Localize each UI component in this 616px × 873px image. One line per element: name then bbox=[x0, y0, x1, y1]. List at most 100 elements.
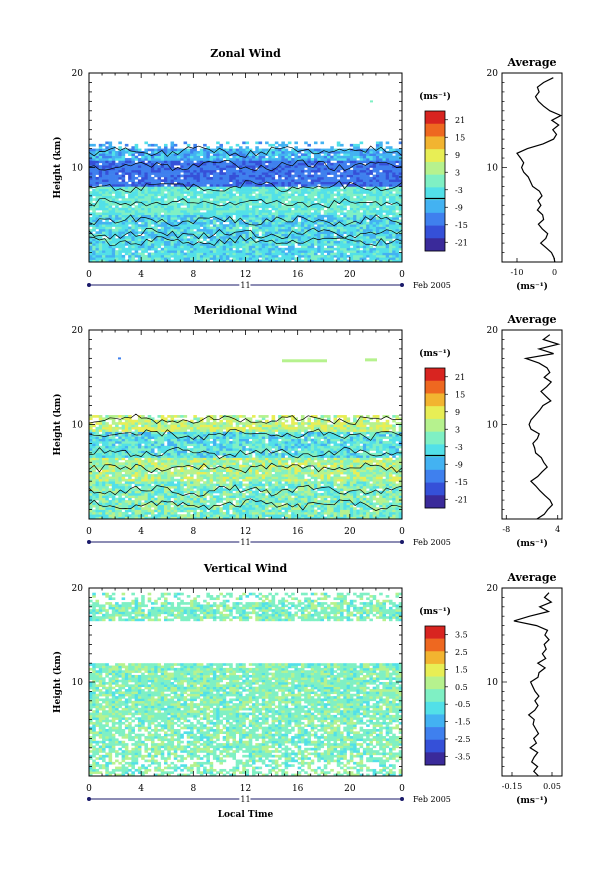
heatmap-cell bbox=[330, 217, 334, 220]
heatmap-cell bbox=[366, 210, 370, 213]
heatmap-cell bbox=[353, 217, 357, 220]
heatmap-cell bbox=[297, 200, 302, 204]
heatmap-cell bbox=[379, 214, 383, 218]
heatmap-cell bbox=[382, 169, 386, 173]
heatmap-cell bbox=[340, 240, 344, 244]
heatmap-cell bbox=[323, 509, 328, 513]
heatmap-cell bbox=[340, 224, 344, 227]
heatmap-cell bbox=[392, 184, 396, 187]
heatmap-cell bbox=[144, 205, 148, 208]
heatmap-cell bbox=[199, 228, 204, 232]
heatmap-cell bbox=[196, 186, 201, 190]
heatmap-cell bbox=[291, 181, 295, 185]
heatmap-cell bbox=[173, 174, 178, 178]
heatmap-cell bbox=[375, 165, 380, 168]
heatmap-cell bbox=[141, 507, 145, 510]
heatmap-cell bbox=[274, 198, 279, 201]
heatmap-cell bbox=[330, 259, 334, 263]
heatmap-cell bbox=[330, 245, 334, 249]
heatmap-cell bbox=[287, 162, 292, 166]
heatmap-cell bbox=[173, 160, 178, 164]
heatmap-cell bbox=[180, 184, 184, 187]
heatmap-cell bbox=[186, 228, 191, 232]
heatmap-cell bbox=[118, 238, 122, 242]
heatmap-cell bbox=[206, 162, 210, 166]
heatmap-cell bbox=[353, 231, 357, 234]
heatmap-cell bbox=[369, 181, 373, 185]
heatmap-cell bbox=[128, 169, 132, 173]
heatmap-cell bbox=[343, 240, 347, 244]
heatmap-cell bbox=[336, 179, 341, 182]
heatmap-cell bbox=[353, 188, 357, 192]
heatmap-cell bbox=[268, 179, 272, 182]
heatmap-cell bbox=[261, 233, 266, 237]
heatmap-cell bbox=[265, 207, 269, 211]
heatmap-cell bbox=[89, 155, 93, 159]
heatmap-cell bbox=[271, 252, 276, 256]
heatmap-cell bbox=[349, 236, 354, 239]
heatmap-cell bbox=[95, 247, 100, 251]
heatmap-cell bbox=[118, 231, 122, 234]
heatmap-cell bbox=[128, 257, 132, 260]
heatmap-cell bbox=[232, 219, 237, 223]
heatmap-cell bbox=[186, 247, 191, 251]
heatmap-cell bbox=[287, 252, 292, 256]
heatmap-cell bbox=[242, 207, 246, 211]
heatmap-cell bbox=[118, 514, 122, 517]
heatmap-cell bbox=[173, 250, 178, 253]
heatmap-cell bbox=[265, 259, 269, 263]
heatmap-cell bbox=[261, 167, 266, 171]
heatmap-cell bbox=[235, 198, 240, 201]
heatmap-cell bbox=[216, 205, 220, 208]
heatmap-cell bbox=[395, 224, 400, 227]
heatmap-cell bbox=[190, 259, 194, 263]
heatmap-cell bbox=[124, 165, 129, 168]
heatmap-cell bbox=[320, 167, 325, 171]
heatmap-cell bbox=[327, 176, 331, 180]
heatmap-cell bbox=[294, 207, 298, 211]
heatmap-cell bbox=[313, 181, 318, 185]
heatmap-cell bbox=[372, 240, 377, 244]
heatmap-cell bbox=[261, 214, 266, 218]
heatmap-cell bbox=[206, 205, 210, 208]
heatmap-cell bbox=[206, 179, 210, 182]
heatmap-cell bbox=[144, 228, 148, 232]
heatmap-cell bbox=[190, 226, 194, 230]
heatmap-cell bbox=[131, 233, 135, 237]
heatmap-cell bbox=[323, 193, 328, 197]
heatmap-cell bbox=[356, 252, 360, 256]
heatmap-cell bbox=[336, 228, 341, 232]
heatmap-cell bbox=[124, 236, 129, 239]
heatmap-cell bbox=[199, 243, 204, 246]
heatmap-cell bbox=[209, 221, 214, 225]
heatmap-cell bbox=[177, 169, 181, 173]
heatmap-cell bbox=[369, 150, 373, 154]
heatmap-cell bbox=[359, 148, 364, 152]
heatmap-cell bbox=[209, 155, 214, 159]
heatmap-cell bbox=[167, 514, 171, 517]
heatmap-cell bbox=[238, 148, 243, 152]
heatmap-cell bbox=[105, 181, 109, 185]
heatmap-cell bbox=[212, 153, 217, 156]
heatmap-cell bbox=[366, 509, 370, 513]
heatmap-cell bbox=[131, 148, 135, 152]
heatmap-cell bbox=[242, 186, 246, 190]
heatmap-cell bbox=[242, 167, 246, 171]
heatmap-cell bbox=[238, 228, 243, 232]
heatmap-cell bbox=[307, 153, 312, 156]
heatmap-cell bbox=[398, 228, 403, 232]
heatmap-cell bbox=[379, 202, 383, 206]
heatmap-cell bbox=[278, 169, 282, 173]
heatmap-cell bbox=[248, 217, 253, 220]
heatmap-cell bbox=[362, 167, 367, 171]
heatmap-cell bbox=[232, 509, 237, 513]
heatmap-cell bbox=[333, 516, 338, 520]
heatmap-cell bbox=[281, 240, 285, 244]
heatmap-cell bbox=[144, 257, 148, 260]
heatmap-cell bbox=[304, 153, 308, 156]
heatmap-cell bbox=[330, 240, 334, 244]
heatmap-cell bbox=[131, 245, 135, 249]
heatmap-cell bbox=[147, 228, 152, 232]
heatmap-cell bbox=[261, 186, 266, 190]
heatmap-cell bbox=[327, 233, 331, 237]
